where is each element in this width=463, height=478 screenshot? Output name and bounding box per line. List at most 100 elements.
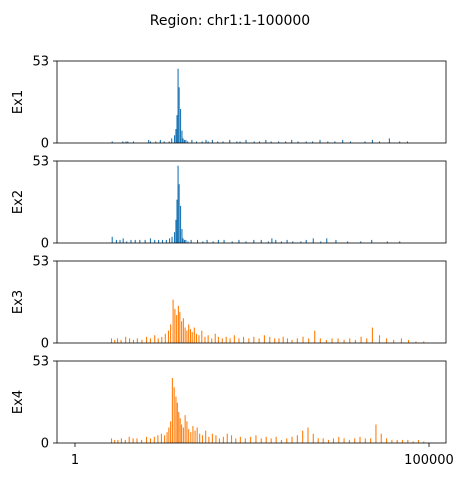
- bar: [248, 338, 250, 343]
- bar: [176, 199, 178, 243]
- bar: [244, 438, 246, 443]
- x-tick-label: 100000: [404, 453, 454, 468]
- bar: [157, 338, 159, 343]
- bar: [396, 439, 398, 443]
- bar: [226, 433, 228, 443]
- bar: [148, 139, 150, 143]
- bar: [191, 139, 193, 143]
- bar: [300, 241, 302, 243]
- bar: [338, 436, 340, 443]
- bar: [206, 239, 208, 243]
- bar: [267, 241, 269, 243]
- bar: [217, 336, 219, 343]
- bar: [186, 330, 188, 343]
- bar: [343, 438, 345, 443]
- bar: [235, 438, 237, 443]
- tracks: 53 0 Ex1 53 0 Ex2 53 0 Ex3 53 0 Ex4: [11, 55, 447, 452]
- bar: [302, 336, 304, 343]
- bar: [386, 241, 388, 243]
- bar: [327, 141, 329, 143]
- bar: [278, 338, 280, 343]
- bar: [198, 335, 200, 343]
- bar: [360, 241, 362, 243]
- bar: [146, 336, 148, 343]
- bar: [179, 418, 181, 443]
- y-tick-label: 53: [32, 355, 49, 370]
- bar: [160, 433, 162, 443]
- panel-frame: [56, 360, 447, 444]
- bar: [187, 241, 189, 243]
- bar: [270, 141, 272, 143]
- bar: [349, 338, 351, 343]
- bar: [211, 433, 213, 443]
- bar: [325, 339, 327, 343]
- bar: [386, 338, 388, 343]
- bar: [332, 438, 335, 443]
- bar: [173, 387, 175, 443]
- bar: [253, 336, 255, 343]
- bar: [212, 241, 214, 243]
- bar: [114, 339, 116, 343]
- bar: [359, 436, 361, 443]
- bar: [327, 439, 330, 443]
- bar: [308, 338, 310, 343]
- track-3: 53 0 Ex3: [11, 255, 447, 352]
- bar: [178, 87, 180, 143]
- bar: [335, 239, 337, 243]
- bar: [399, 141, 401, 143]
- bar: [117, 439, 119, 443]
- bar: [194, 430, 196, 443]
- bar: [183, 139, 185, 143]
- bar: [141, 339, 143, 343]
- bar: [149, 238, 151, 243]
- bar: [253, 141, 255, 143]
- bar: [190, 432, 192, 443]
- track-2: 53 0 Ex2: [11, 155, 447, 252]
- x-tick-label: 1: [71, 453, 79, 468]
- bar: [423, 341, 425, 343]
- bar: [245, 139, 247, 143]
- bar: [181, 321, 183, 343]
- bar: [238, 239, 240, 243]
- bar: [334, 141, 336, 143]
- bar: [371, 327, 373, 343]
- bar: [286, 338, 288, 343]
- bar: [393, 339, 395, 343]
- bar: [189, 329, 192, 343]
- bar: [164, 333, 166, 343]
- bar: [170, 421, 172, 443]
- bar: [211, 338, 213, 343]
- bar: [178, 412, 180, 443]
- bar: [173, 232, 176, 243]
- bar: [285, 141, 287, 143]
- bar: [347, 241, 349, 243]
- track-label: Ex2: [11, 190, 26, 214]
- bar: [119, 239, 121, 243]
- bar: [159, 139, 161, 143]
- bar: [175, 219, 177, 243]
- bar: [166, 432, 168, 443]
- bar: [260, 438, 262, 443]
- bar: [269, 336, 271, 343]
- bar: [177, 165, 179, 243]
- bar: [214, 333, 216, 343]
- bar: [188, 429, 190, 443]
- bar: [177, 68, 179, 143]
- bar: [185, 139, 187, 143]
- bar: [144, 239, 146, 243]
- track-label: Ex4: [11, 390, 26, 414]
- bar: [201, 435, 204, 443]
- bar: [158, 239, 160, 243]
- bar: [366, 338, 368, 343]
- bar: [139, 239, 141, 243]
- bar: [155, 141, 157, 143]
- bar: [185, 239, 187, 243]
- bar: [238, 338, 240, 343]
- bar: [275, 239, 277, 243]
- bar: [364, 141, 366, 143]
- bar: [111, 236, 113, 243]
- bar: [280, 439, 282, 443]
- bar: [342, 139, 344, 143]
- bar: [258, 141, 261, 143]
